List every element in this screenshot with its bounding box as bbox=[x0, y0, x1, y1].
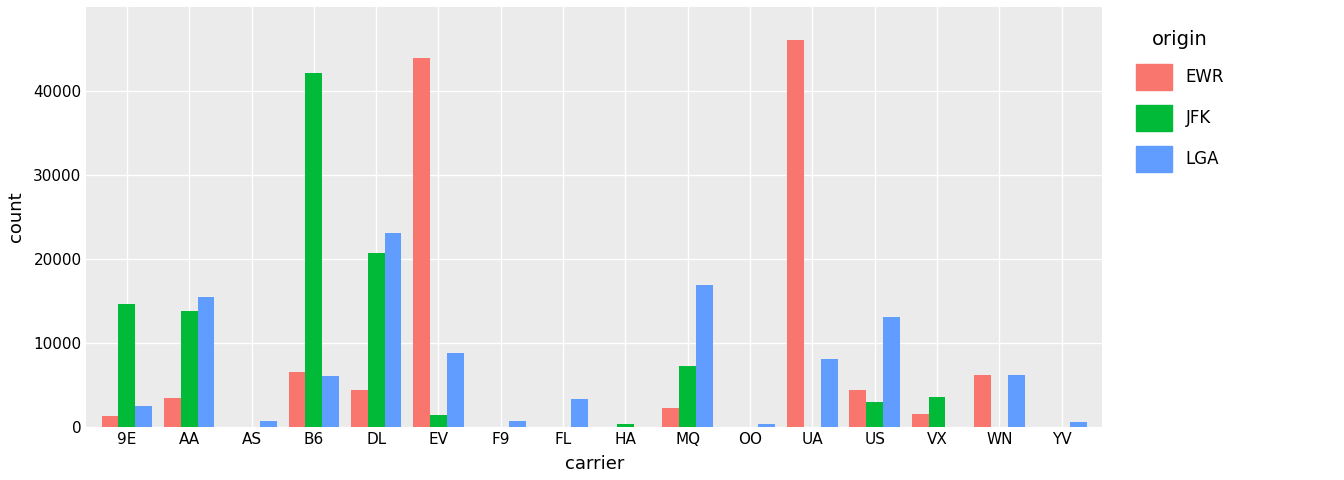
Bar bbox=[351, 390, 368, 427]
Bar bbox=[446, 353, 464, 427]
Bar bbox=[849, 390, 867, 427]
X-axis label: carrier: carrier bbox=[564, 455, 624, 473]
Bar bbox=[1070, 422, 1087, 427]
Bar bbox=[323, 376, 339, 427]
Bar bbox=[911, 414, 929, 427]
Bar bbox=[384, 233, 402, 427]
Bar bbox=[136, 406, 152, 427]
Bar bbox=[305, 73, 323, 427]
Bar bbox=[974, 375, 991, 427]
Bar bbox=[1008, 375, 1024, 427]
Bar bbox=[867, 402, 883, 427]
Bar bbox=[758, 423, 775, 427]
Bar bbox=[118, 304, 136, 427]
Bar bbox=[788, 40, 804, 427]
Bar bbox=[102, 416, 118, 427]
Bar bbox=[821, 360, 837, 427]
Bar bbox=[181, 311, 198, 427]
Bar bbox=[289, 372, 305, 427]
Bar bbox=[883, 316, 900, 427]
Bar bbox=[696, 285, 712, 427]
Y-axis label: count: count bbox=[7, 192, 26, 242]
Bar bbox=[413, 58, 430, 427]
Bar bbox=[164, 397, 181, 427]
Bar bbox=[929, 396, 945, 427]
Bar bbox=[509, 421, 526, 427]
Bar bbox=[198, 297, 215, 427]
Bar bbox=[368, 253, 384, 427]
Bar bbox=[617, 424, 634, 427]
Bar bbox=[679, 366, 696, 427]
Legend: EWR, JFK, LGA: EWR, JFK, LGA bbox=[1121, 15, 1239, 187]
Bar bbox=[259, 421, 277, 427]
Bar bbox=[571, 399, 589, 427]
Bar bbox=[663, 408, 679, 427]
Bar bbox=[430, 415, 446, 427]
